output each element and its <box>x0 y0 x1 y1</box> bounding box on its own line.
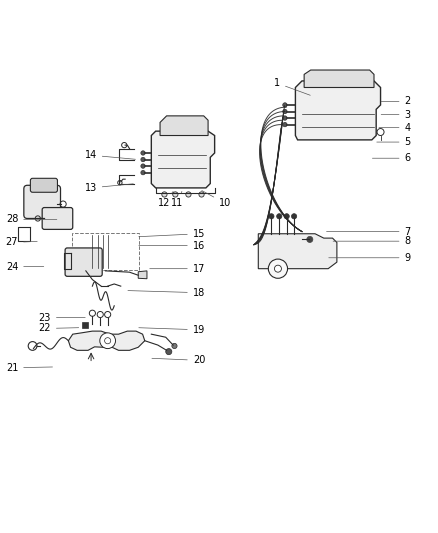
Text: 11: 11 <box>171 191 184 208</box>
Circle shape <box>283 123 287 127</box>
Text: 10: 10 <box>202 190 231 208</box>
Circle shape <box>283 109 287 114</box>
Bar <box>72 233 139 270</box>
Polygon shape <box>138 271 147 279</box>
Text: 27: 27 <box>6 238 37 247</box>
Text: 23: 23 <box>39 312 85 322</box>
Circle shape <box>269 214 274 219</box>
Polygon shape <box>151 131 215 188</box>
Circle shape <box>186 192 191 197</box>
Circle shape <box>275 265 282 272</box>
Text: 22: 22 <box>39 324 79 334</box>
FancyBboxPatch shape <box>65 248 102 276</box>
Polygon shape <box>304 70 374 87</box>
Circle shape <box>100 333 116 349</box>
Circle shape <box>277 214 282 219</box>
FancyBboxPatch shape <box>42 207 73 229</box>
Text: 19: 19 <box>139 325 205 335</box>
Text: 18: 18 <box>128 288 205 298</box>
Polygon shape <box>160 116 208 135</box>
Text: 17: 17 <box>150 264 205 273</box>
Text: 21: 21 <box>6 363 53 373</box>
Text: 6: 6 <box>372 153 411 163</box>
Circle shape <box>162 192 167 197</box>
Circle shape <box>166 349 172 354</box>
Text: 1: 1 <box>274 78 310 95</box>
Circle shape <box>141 164 145 168</box>
Text: 16: 16 <box>139 240 205 251</box>
Text: 24: 24 <box>6 262 44 271</box>
Polygon shape <box>295 81 381 140</box>
Text: 20: 20 <box>152 356 205 365</box>
Text: 3: 3 <box>381 110 411 119</box>
Text: 28: 28 <box>6 214 57 224</box>
Bar <box>82 322 88 328</box>
Circle shape <box>268 259 288 278</box>
Text: 13: 13 <box>85 183 133 193</box>
Circle shape <box>141 157 145 161</box>
Polygon shape <box>258 234 337 269</box>
Text: 14: 14 <box>85 150 135 160</box>
Circle shape <box>141 151 145 155</box>
Polygon shape <box>68 331 145 350</box>
Text: 15: 15 <box>139 229 205 239</box>
Text: 5: 5 <box>377 137 411 147</box>
Circle shape <box>173 192 178 197</box>
Text: 12: 12 <box>158 191 173 208</box>
Circle shape <box>199 192 204 197</box>
Circle shape <box>291 214 297 219</box>
Circle shape <box>105 338 111 344</box>
Circle shape <box>141 171 145 175</box>
Circle shape <box>172 343 177 349</box>
Circle shape <box>307 236 313 243</box>
Text: 2: 2 <box>381 96 411 107</box>
Text: 8: 8 <box>333 236 411 246</box>
Circle shape <box>283 103 287 107</box>
FancyBboxPatch shape <box>30 179 57 192</box>
Text: 4: 4 <box>379 123 411 133</box>
Text: 9: 9 <box>329 253 411 263</box>
Circle shape <box>283 116 287 120</box>
Circle shape <box>284 214 289 219</box>
FancyBboxPatch shape <box>24 185 60 219</box>
Text: 7: 7 <box>327 227 411 237</box>
